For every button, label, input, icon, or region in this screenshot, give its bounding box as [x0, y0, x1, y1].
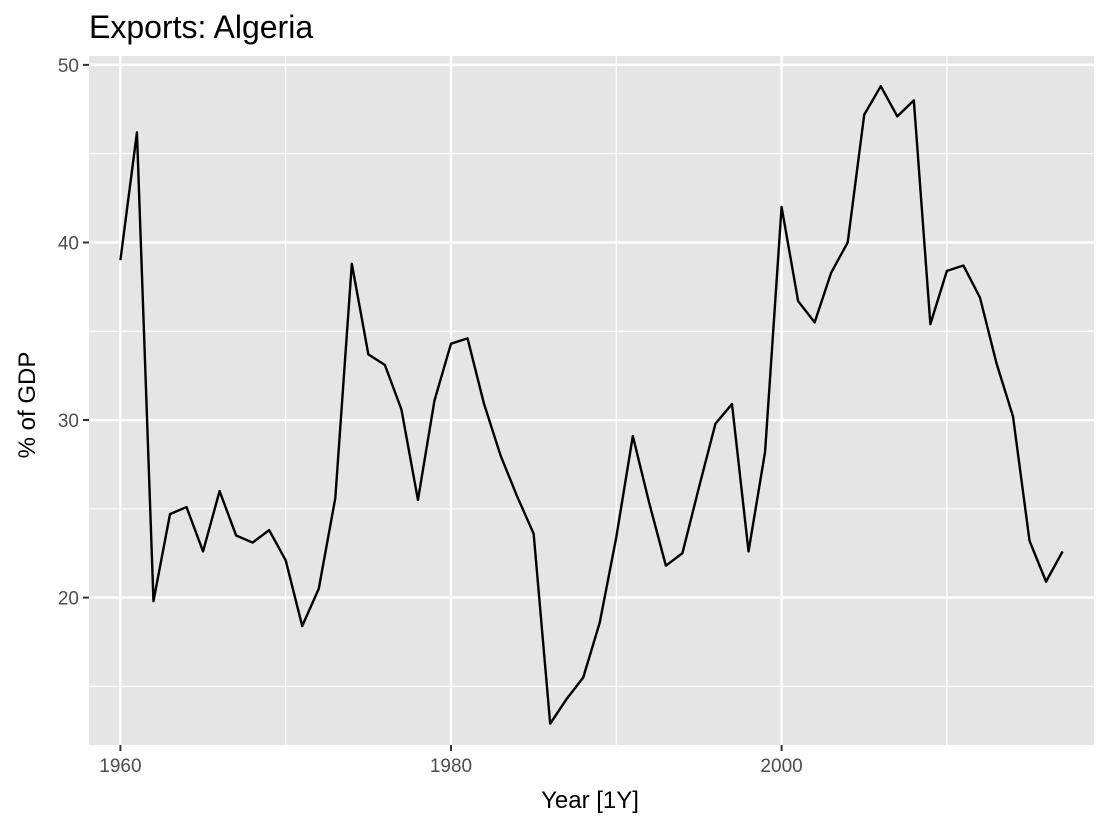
x-axis-title: Year [1Y] — [541, 787, 639, 814]
axis-ticks — [83, 63, 783, 751]
plot-panel — [89, 56, 1094, 745]
y-axis-title: % of GDP — [14, 352, 41, 459]
y-tick-label: 50 — [58, 56, 79, 77]
series-layer — [119, 84, 1064, 725]
axis-tick-labels: 20 30 40 50 1960 1980 2000 — [58, 56, 803, 777]
y-tick-label: 30 — [58, 411, 79, 432]
y-tick-label: 40 — [58, 233, 79, 254]
x-tick-label: 1980 — [430, 756, 472, 777]
chart-title: Exports: Algeria — [89, 9, 313, 45]
x-tick-label: 1960 — [99, 756, 141, 777]
major-gridlines — [89, 56, 1094, 745]
minor-gridlines — [89, 56, 1094, 745]
series-line-exports — [119, 84, 1064, 725]
x-tick-label: 2000 — [760, 756, 802, 777]
y-tick-label: 20 — [58, 589, 79, 610]
